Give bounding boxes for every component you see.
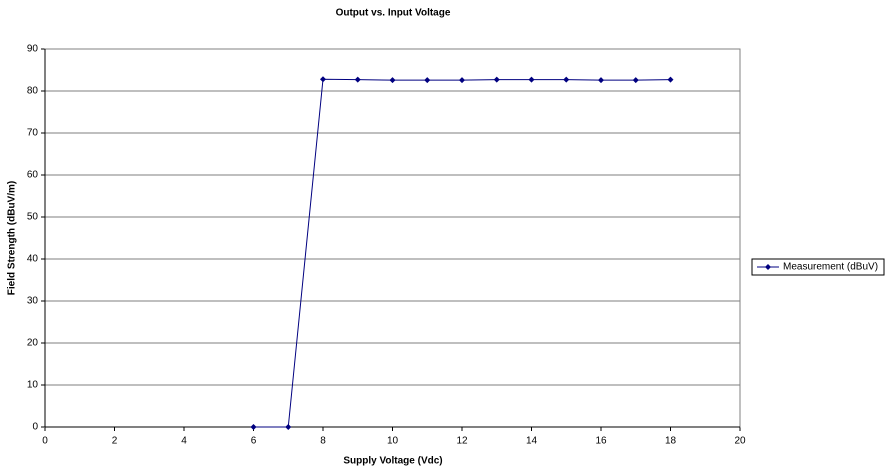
y-tick-label: 60	[27, 170, 39, 181]
y-tick-label: 10	[27, 380, 39, 391]
x-tick-label: 4	[181, 436, 187, 447]
y-tick-label: 50	[27, 212, 39, 223]
y-axis-label: Field Strength (dBuV/m)	[7, 181, 18, 295]
data-point	[493, 76, 500, 83]
x-tick-label: 12	[456, 436, 468, 447]
chart-title: Output vs. Input Voltage	[336, 8, 451, 19]
y-tick-label: 70	[27, 128, 39, 139]
data-point	[285, 424, 292, 430]
x-tick-label: 18	[665, 436, 677, 447]
x-tick-label: 6	[251, 436, 257, 447]
x-tick-label: 10	[387, 436, 399, 447]
data-point	[389, 77, 396, 84]
plot-border	[44, 48, 741, 428]
data-point	[320, 76, 326, 83]
legend-marker	[765, 264, 771, 270]
y-tick-label: 30	[27, 296, 39, 307]
data-point	[563, 76, 570, 83]
legend-box	[751, 258, 885, 276]
data-point	[598, 77, 604, 84]
data-point	[424, 77, 431, 84]
legend-label: Measurement (dBuV)	[783, 262, 878, 273]
y-tick-label: 0	[32, 422, 38, 433]
x-axis-label: Supply Voltage (Vdc)	[343, 456, 442, 467]
data-point	[667, 76, 674, 83]
x-tick-label: 2	[112, 436, 118, 447]
data-point	[250, 424, 257, 430]
data-point	[632, 77, 639, 84]
data-point	[354, 76, 361, 83]
x-tick-label: 20	[734, 436, 746, 447]
x-tick-label: 8	[320, 436, 326, 447]
y-tick-label: 20	[27, 338, 39, 349]
x-tick-label: 0	[42, 436, 48, 447]
series-line	[253, 78, 671, 428]
y-tick-label: 80	[27, 86, 39, 97]
data-point	[459, 77, 465, 84]
x-tick-label: 16	[595, 436, 607, 447]
y-tick-label: 40	[27, 254, 39, 265]
y-tick-label: 90	[27, 44, 39, 55]
x-tick-label: 14	[526, 436, 538, 447]
data-point	[528, 76, 535, 83]
